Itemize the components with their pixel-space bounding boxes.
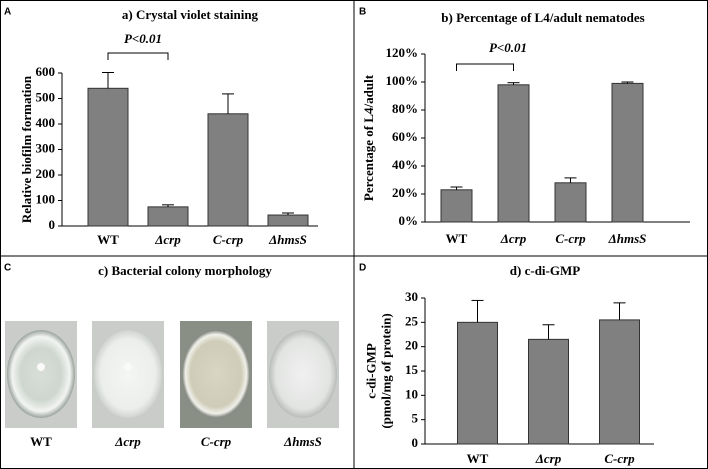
bar (440, 189, 473, 223)
y-tick-label: 100 (36, 191, 56, 206)
chart-title: b) Percentage of L4/adult nematodes (441, 10, 644, 25)
x-tick-label: C-crp (555, 231, 586, 246)
x-tick-label: Δcrp (154, 232, 181, 247)
bar (528, 338, 569, 445)
x-tick-label: Δcrp (500, 231, 527, 246)
y-tick-label: 120% (386, 45, 419, 60)
colony-label: C-crp (201, 434, 232, 449)
colony (7, 330, 75, 418)
colony-label: Δcrp (114, 434, 141, 449)
annotation: P<0.01 (124, 31, 162, 46)
panel-title: c) Bacterial colony morphology (98, 263, 272, 278)
chart-title: a) Crystal violet staining (122, 7, 259, 22)
bar (497, 84, 530, 223)
y-axis-label: Percentage of L4/adult (361, 74, 376, 201)
y-tick-label: 300 (36, 140, 56, 155)
colony-panel: C c) Bacterial colony morphology WT Δcrp C… (4, 263, 339, 449)
x-tick-label: ΔhmsS (608, 231, 647, 246)
colony (269, 330, 337, 418)
bar (267, 214, 309, 227)
colony-center (124, 363, 132, 371)
bar (554, 182, 587, 223)
y-tick-label: 15 (405, 362, 419, 377)
y-axis-label: c-di-GMP (363, 343, 378, 399)
y-tick-label: 200 (36, 166, 56, 181)
panel-label: B (359, 7, 366, 18)
x-tick-label: Δcrp (535, 451, 562, 466)
colony-label: ΔhmsS (283, 434, 322, 449)
bar (207, 113, 249, 227)
y-tick-label: 500 (36, 89, 56, 104)
x-tick-label: C-crp (213, 232, 244, 247)
y-axis-label: (pmol/mg of protein) (378, 313, 393, 428)
annotation: P<0.01 (489, 40, 527, 55)
x-tick-label: C-crp (604, 451, 635, 466)
chart-title: d) c-di-GMP (510, 263, 580, 278)
y-tick-label: 40% (392, 157, 418, 172)
bar (147, 206, 189, 227)
bar (457, 321, 498, 445)
y-axis-label: Relative biofilm formation (19, 75, 34, 223)
x-tick-label: WT (446, 231, 468, 246)
colony-center (37, 363, 45, 371)
y-tick-label: 25 (405, 313, 419, 328)
y-tick-label: 0 (49, 217, 56, 232)
colony (94, 330, 162, 418)
y-tick-label: 80% (392, 101, 418, 116)
y-tick-label: 5 (412, 411, 419, 426)
bracket (107, 52, 169, 60)
panel-label: C (4, 263, 11, 274)
y-tick-label: 600 (36, 64, 56, 79)
y-tick-label: 0% (399, 213, 419, 228)
colony-label: WT (30, 434, 52, 449)
y-tick-label: 30 (405, 289, 418, 304)
y-tick-label: 20% (392, 185, 418, 200)
y-tick-label: 60% (392, 129, 418, 144)
y-tick-label: 0 (412, 435, 419, 450)
bar (611, 82, 644, 223)
panel-label: A (4, 7, 11, 18)
colony (182, 330, 250, 418)
x-tick-label: ΔhmsS (268, 232, 307, 247)
bar (599, 319, 640, 445)
panel-label: D (359, 263, 366, 274)
x-tick-label: WT (97, 232, 119, 247)
bracket (456, 63, 514, 71)
y-tick-label: 10 (405, 386, 418, 401)
y-tick-label: 100% (386, 73, 419, 88)
y-tick-label: 400 (36, 115, 56, 130)
x-tick-label: WT (467, 451, 489, 466)
y-tick-label: 20 (405, 338, 418, 353)
bar (87, 87, 129, 227)
